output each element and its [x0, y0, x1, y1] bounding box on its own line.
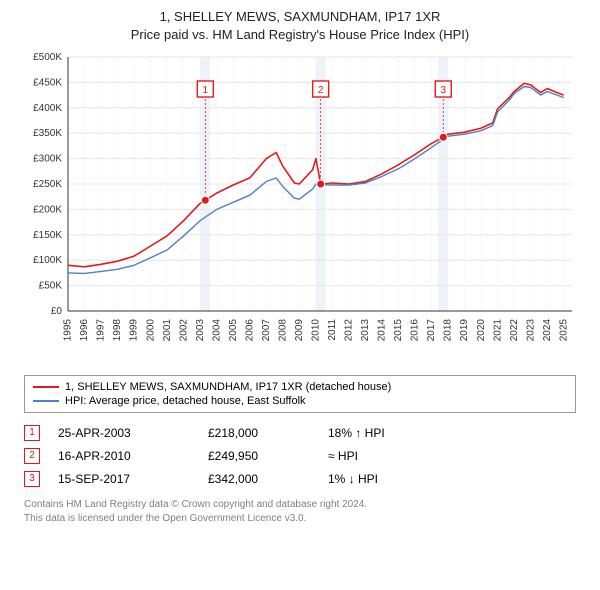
svg-text:2004: 2004 — [211, 319, 222, 342]
svg-text:£200K: £200K — [33, 204, 62, 215]
event-hpi-diff: 18% ↑ HPI — [328, 426, 458, 440]
svg-text:£250K: £250K — [33, 179, 62, 190]
svg-text:2013: 2013 — [360, 319, 371, 342]
event-marker-badge: 2 — [24, 448, 40, 464]
svg-text:2005: 2005 — [228, 319, 239, 342]
svg-text:£150K: £150K — [33, 230, 62, 241]
svg-text:1998: 1998 — [112, 319, 123, 342]
legend-item: 1, SHELLEY MEWS, SAXMUNDHAM, IP17 1XR (d… — [33, 380, 567, 394]
chart-title-subtitle: Price paid vs. HM Land Registry's House … — [14, 26, 586, 44]
svg-text:2019: 2019 — [459, 319, 470, 342]
svg-text:2012: 2012 — [344, 319, 355, 342]
legend-item: HPI: Average price, detached house, East… — [33, 394, 567, 408]
legend-label: HPI: Average price, detached house, East… — [65, 395, 306, 407]
chart-plot-area: £0 £50K £100K £150K £200K £250K £300K £350K £400… — [20, 49, 580, 369]
price-event-row: 2 16-APR-2010£249,950≈ HPI — [24, 444, 576, 467]
event-date: 15-SEP-2017 — [58, 472, 208, 486]
chart-titles: 1, SHELLEY MEWS, SAXMUNDHAM, IP17 1XR Pr… — [14, 8, 586, 43]
price-event-row: 3 15-SEP-2017£342,0001% ↓ HPI — [24, 467, 576, 490]
svg-text:2021: 2021 — [492, 319, 503, 342]
svg-text:£100K: £100K — [33, 255, 62, 266]
footnote-line: Contains HM Land Registry data © Crown c… — [24, 498, 576, 512]
svg-text:2000: 2000 — [145, 319, 156, 342]
svg-text:1995: 1995 — [63, 319, 74, 342]
svg-text:£50K: £50K — [39, 281, 63, 292]
svg-text:2024: 2024 — [542, 319, 553, 342]
event-price: £342,000 — [208, 472, 328, 486]
svg-text:2008: 2008 — [277, 319, 288, 342]
svg-text:£450K: £450K — [33, 77, 62, 88]
event-marker-badge: 1 — [24, 425, 40, 441]
svg-text:2001: 2001 — [162, 319, 173, 342]
event-date: 16-APR-2010 — [58, 449, 208, 463]
chart-title-address: 1, SHELLEY MEWS, SAXMUNDHAM, IP17 1XR — [14, 8, 586, 26]
event-hpi-diff: ≈ HPI — [328, 449, 458, 463]
svg-text:2025: 2025 — [558, 319, 569, 342]
svg-text:£400K: £400K — [33, 103, 62, 114]
svg-text:1996: 1996 — [79, 319, 90, 342]
price-chart-card: 1, SHELLEY MEWS, SAXMUNDHAM, IP17 1XR Pr… — [0, 0, 600, 535]
svg-text:2006: 2006 — [244, 319, 255, 342]
event-marker-badge: 3 — [24, 471, 40, 487]
svg-text:£0: £0 — [51, 306, 63, 317]
svg-text:2002: 2002 — [178, 319, 189, 342]
svg-text:1997: 1997 — [96, 319, 107, 342]
event-price: £249,950 — [208, 449, 328, 463]
svg-text:£350K: £350K — [33, 128, 62, 139]
svg-text:3: 3 — [440, 85, 446, 96]
chart-svg: £0 £50K £100K £150K £200K £250K £300K £350K £400… — [20, 49, 580, 369]
svg-text:2018: 2018 — [443, 319, 454, 342]
svg-text:1: 1 — [203, 85, 209, 96]
price-events-table: 1 25-APR-2003£218,00018% ↑ HPI 2 16-APR-201… — [24, 421, 576, 490]
chart-footnote: Contains HM Land Registry data © Crown c… — [24, 498, 576, 525]
svg-text:2: 2 — [318, 85, 324, 96]
svg-text:2003: 2003 — [195, 319, 206, 342]
price-event-row: 1 25-APR-2003£218,00018% ↑ HPI — [24, 421, 576, 444]
event-date: 25-APR-2003 — [58, 426, 208, 440]
svg-text:2023: 2023 — [525, 319, 536, 342]
legend-label: 1, SHELLEY MEWS, SAXMUNDHAM, IP17 1XR (d… — [65, 381, 391, 393]
event-hpi-diff: 1% ↓ HPI — [328, 472, 458, 486]
chart-legend: 1, SHELLEY MEWS, SAXMUNDHAM, IP17 1XR (d… — [24, 375, 576, 413]
footnote-line: This data is licensed under the Open Gov… — [24, 512, 576, 526]
svg-text:2020: 2020 — [476, 319, 487, 342]
svg-text:2007: 2007 — [261, 319, 272, 342]
svg-text:2010: 2010 — [311, 319, 322, 342]
svg-text:2009: 2009 — [294, 319, 305, 342]
svg-text:1999: 1999 — [129, 319, 140, 342]
svg-text:£500K: £500K — [33, 52, 62, 63]
svg-text:2017: 2017 — [426, 319, 437, 342]
legend-swatch — [33, 400, 59, 402]
svg-text:2015: 2015 — [393, 319, 404, 342]
svg-text:2016: 2016 — [410, 319, 421, 342]
svg-text:£300K: £300K — [33, 154, 62, 165]
event-price: £218,000 — [208, 426, 328, 440]
svg-text:2022: 2022 — [509, 319, 520, 342]
svg-text:2011: 2011 — [327, 319, 338, 341]
svg-text:2014: 2014 — [377, 319, 388, 342]
legend-swatch — [33, 386, 59, 388]
